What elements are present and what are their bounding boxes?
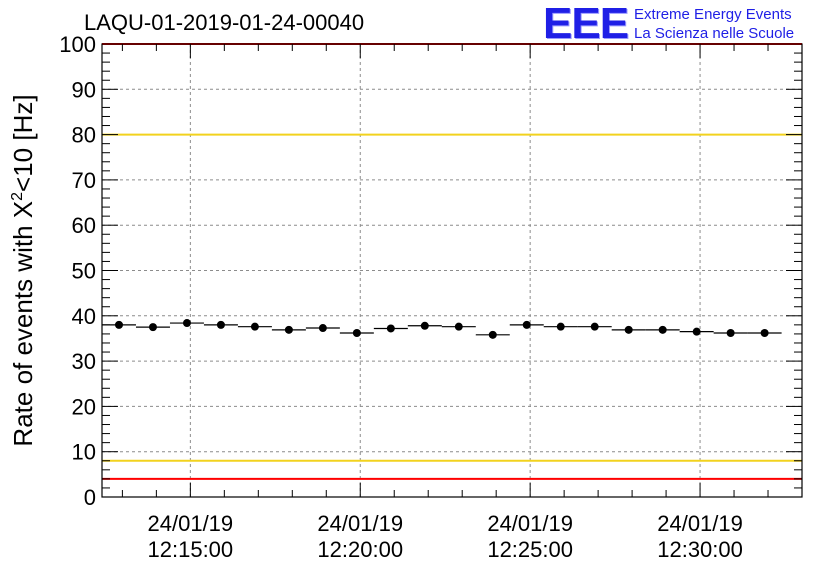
x-tick-date-label: 24/01/19 — [148, 511, 234, 536]
x-tick-time-label: 12:20:00 — [317, 537, 403, 562]
y-tick-label: 0 — [84, 485, 96, 510]
data-point — [760, 329, 769, 338]
eee-logo: EEE Extreme Energy Events La Scienza nel… — [543, 2, 794, 46]
data-point — [148, 323, 157, 332]
data-point — [114, 320, 123, 329]
grid — [102, 44, 802, 497]
y-tick-label: 20 — [72, 394, 96, 419]
logo-line-1: Extreme Energy Events — [634, 6, 792, 23]
y-axis-title: Rate of events with X2<10 [Hz] — [8, 94, 38, 446]
y-tick-label: 40 — [72, 304, 96, 329]
y-axis-title-superscript: 2 — [9, 192, 26, 201]
data-point — [386, 324, 395, 333]
data-point — [250, 322, 259, 331]
x-tick-time-label: 12:30:00 — [657, 537, 743, 562]
x-tick-date-label: 24/01/19 — [317, 511, 403, 536]
y-tick-label: 100 — [59, 32, 96, 57]
data-point — [590, 322, 599, 331]
eee-logo-mark: EEE — [543, 0, 629, 48]
data-point — [556, 322, 565, 331]
data-point — [284, 325, 293, 334]
eee-logo-text: Extreme Energy Events La Scienza nelle S… — [634, 5, 794, 43]
y-tick-label: 70 — [72, 168, 96, 193]
data-series — [102, 319, 782, 339]
data-point — [216, 320, 225, 329]
x-tick-time-label: 12:25:00 — [487, 537, 573, 562]
y-axis-title-suffix: <10 [Hz] — [8, 94, 38, 192]
data-point — [658, 325, 667, 334]
x-tick-date-label: 24/01/19 — [657, 511, 743, 536]
logo-line-2: La Scienza nelle Scuole — [634, 25, 795, 42]
data-point — [182, 319, 191, 328]
y-tick-label: 50 — [72, 259, 96, 284]
data-point — [454, 322, 463, 331]
y-tick-label: 90 — [72, 77, 96, 102]
x-tick-time-label: 12:15:00 — [148, 537, 234, 562]
x-tick-date-label: 24/01/19 — [487, 511, 573, 536]
data-point — [522, 320, 531, 329]
data-point — [352, 329, 361, 338]
y-axis-title-main: Rate of events with X — [8, 201, 38, 447]
data-point — [420, 321, 429, 330]
data-point — [692, 327, 701, 336]
y-tick-label: 80 — [72, 123, 96, 148]
run-title: LAQU-01-2019-01-24-00040 — [84, 10, 365, 35]
data-point — [726, 329, 735, 338]
data-point — [318, 324, 327, 333]
data-point — [488, 330, 497, 339]
y-tick-label: 10 — [72, 440, 96, 465]
y-tick-label: 60 — [72, 213, 96, 238]
y-tick-label: 30 — [72, 349, 96, 374]
data-point — [624, 325, 633, 334]
